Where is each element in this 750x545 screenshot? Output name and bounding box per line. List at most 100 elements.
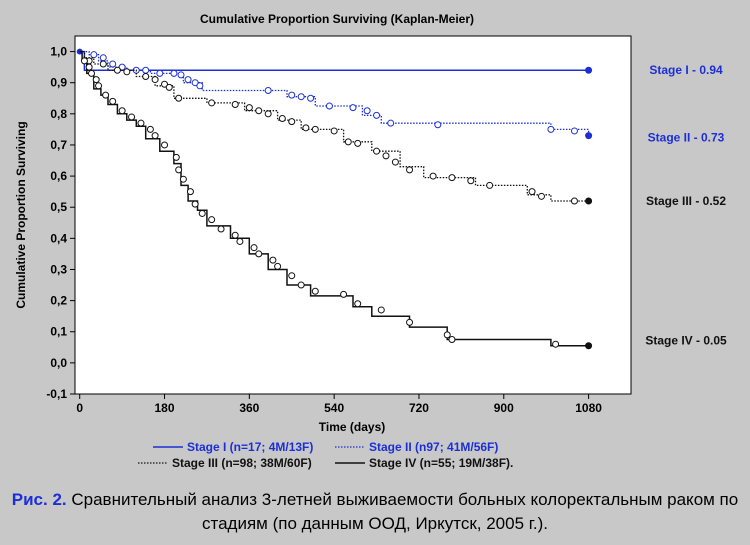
- censored-marker: [80, 57, 88, 65]
- x-tick-label: 720: [409, 401, 429, 415]
- censored-marker: [570, 197, 578, 205]
- censored-marker: [537, 192, 545, 200]
- censored-marker: [99, 60, 107, 68]
- end-label: Stage III - 0.52: [646, 194, 726, 208]
- chart-title: Cumulative Proportion Surviving (Kaplan-…: [200, 12, 474, 26]
- censored-marker: [311, 125, 319, 133]
- censored-marker: [177, 71, 185, 79]
- censored-marker: [102, 91, 110, 99]
- censored-marker: [486, 181, 494, 189]
- censored-marker: [123, 68, 131, 76]
- censored-marker: [443, 331, 451, 339]
- censored-marker: [208, 216, 216, 224]
- censored-marker: [175, 94, 183, 102]
- x-axis-label: Time (days): [319, 420, 385, 434]
- x-tick-label: 360: [239, 401, 259, 415]
- censored-marker: [208, 99, 216, 107]
- censored-marker: [255, 107, 263, 115]
- censored-marker: [186, 188, 194, 196]
- censored-marker: [363, 107, 371, 115]
- series-layer: [76, 48, 593, 350]
- legend-label: Stage III (n=98; 38M/60F): [172, 456, 312, 470]
- censored-marker: [151, 76, 159, 84]
- censored-marker: [307, 94, 315, 102]
- end-point-marker: [585, 66, 593, 74]
- x-tick-label: 1080: [575, 401, 602, 415]
- y-tick-label: 0,6: [50, 169, 67, 183]
- censored-marker: [198, 209, 206, 217]
- series-3: [79, 50, 593, 205]
- censored-marker: [528, 188, 536, 196]
- censored-marker: [448, 174, 456, 182]
- censored-marker: [92, 76, 100, 84]
- censored-marker: [156, 69, 164, 77]
- censored-marker: [552, 340, 560, 348]
- censored-marker: [231, 231, 239, 239]
- censored-marker: [297, 281, 305, 289]
- censored-marker: [297, 93, 305, 101]
- censored-marker: [231, 100, 239, 108]
- caption-lead: Рис. 2.: [11, 490, 67, 509]
- censored-marker: [170, 69, 178, 77]
- end-point-marker: [585, 132, 593, 140]
- y-tick-label: 0,3: [50, 262, 67, 276]
- figure-caption: Рис. 2. Сравнительный анализ 3-летней вы…: [0, 488, 750, 536]
- censored-marker: [99, 54, 107, 62]
- censored-marker: [354, 139, 362, 147]
- censored-marker: [340, 290, 348, 298]
- y-axis-label: Cumulative Proportion Surviving: [14, 121, 28, 308]
- censored-marker: [90, 51, 98, 59]
- legend-label: Stage I (n=17; 4M/13F): [187, 440, 313, 454]
- end-label: Stage IV - 0.05: [645, 334, 727, 348]
- y-tick-label: 0,5: [50, 200, 67, 214]
- censored-marker: [547, 125, 555, 133]
- censored-marker: [467, 177, 475, 185]
- censored-marker: [161, 80, 169, 88]
- y-tick-label: 0,9: [50, 76, 67, 90]
- censored-marker: [196, 82, 204, 90]
- censored-marker: [217, 225, 225, 233]
- censored-marker: [245, 104, 253, 112]
- censored-marker: [250, 244, 258, 252]
- censored-marker: [95, 82, 103, 90]
- series-line: [79, 50, 589, 202]
- censored-marker: [172, 153, 180, 161]
- y-axis: -0,1 0,0 0,1 0,2 0,3 0,4 0,5 0,6 0,7 0,8 0,9 1,0: [46, 45, 75, 401]
- y-tick-label: -0,1: [46, 387, 67, 401]
- censored-marker: [274, 262, 282, 270]
- x-tick-label: 900: [494, 401, 514, 415]
- censored-marker: [377, 306, 385, 314]
- censored-marker: [264, 86, 272, 94]
- censored-marker: [288, 91, 296, 99]
- censored-marker: [354, 300, 362, 308]
- x-axis: 0 180 360 540 720 900 1080: [76, 394, 602, 415]
- censored-marker: [387, 119, 395, 127]
- censored-marker: [325, 102, 333, 110]
- caption-body: Сравнительный анализ 3-летней выживаемос…: [66, 490, 739, 533]
- censored-marker: [142, 72, 150, 80]
- censored-marker: [264, 110, 272, 118]
- censored-marker: [406, 318, 414, 326]
- censored-marker: [236, 237, 244, 245]
- censored-marker: [113, 66, 121, 74]
- legend-label: Stage IV (n=55; 19M/38F).: [369, 456, 513, 470]
- plot-area: [74, 35, 632, 395]
- censored-marker: [109, 97, 117, 105]
- censored-marker: [161, 141, 169, 149]
- end-labels: Stage I - 0.94 Stage II - 0.73 Stage III -…: [645, 63, 727, 348]
- censored-marker: [269, 256, 277, 264]
- censored-marker: [434, 121, 442, 129]
- censored-marker: [142, 66, 150, 74]
- censored-marker: [255, 250, 263, 258]
- censored-marker: [344, 138, 352, 146]
- y-tick-label: 0,2: [50, 294, 67, 308]
- censored-marker: [118, 107, 126, 115]
- censored-marker: [151, 132, 159, 140]
- y-tick-label: 1,0: [50, 45, 67, 59]
- censored-marker: [311, 287, 319, 295]
- y-tick-label: 0,0: [50, 356, 67, 370]
- censored-marker: [302, 124, 310, 132]
- censored-marker: [175, 166, 183, 174]
- censored-marker: [137, 119, 145, 127]
- end-label: Stage I - 0.94: [649, 63, 723, 77]
